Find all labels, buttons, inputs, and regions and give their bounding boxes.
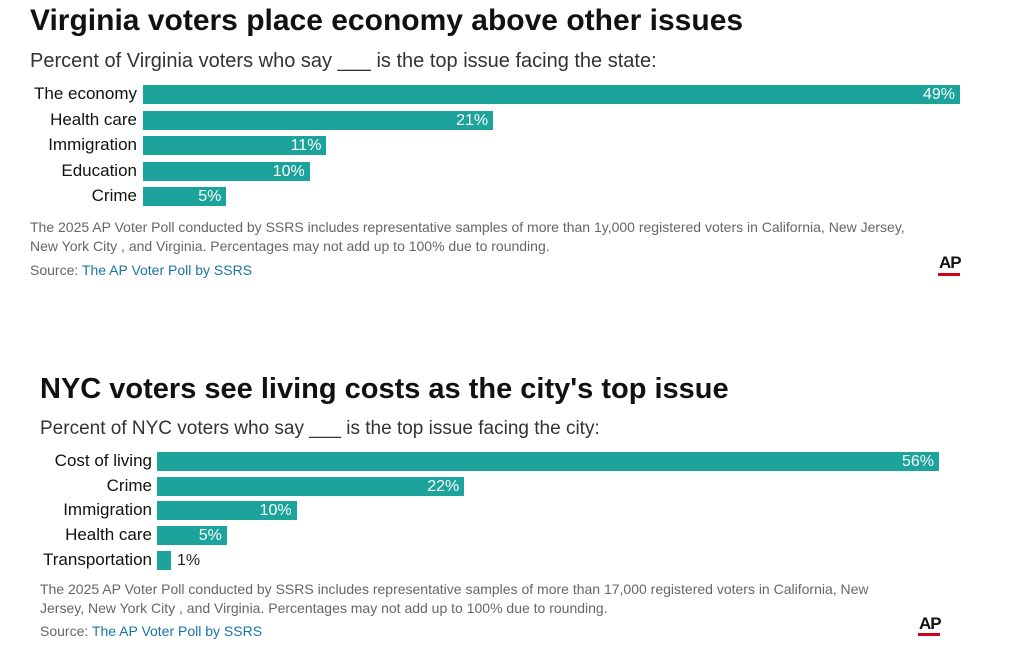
- chart-title: NYC voters see living costs as the city'…: [40, 373, 729, 405]
- value-label: 22%: [427, 477, 460, 495]
- category-label: Cost of living: [54, 451, 152, 470]
- chart-source: Source: The AP Voter Poll by SSRS: [30, 262, 252, 278]
- category-label: Education: [61, 160, 137, 180]
- source-link[interactable]: The AP Voter Poll by SSRS: [91, 623, 263, 639]
- value-label: 56%: [901, 453, 934, 470]
- source-link[interactable]: The AP Voter Poll by SSRS: [81, 262, 253, 278]
- chart-note: The 2025 AP Voter Poll conducted by SSRS…: [40, 581, 869, 616]
- bar: [157, 476, 465, 496]
- nyc-chart: NYC voters see living costs as the city'…: [0, 366, 1016, 653]
- category-label: Health care: [50, 109, 137, 129]
- value-label: 10%: [272, 162, 305, 180]
- value-label: 5%: [198, 188, 222, 205]
- bar: [143, 85, 960, 104]
- category-label: The economy: [34, 84, 137, 103]
- value-label: 10%: [259, 502, 292, 520]
- value-label: 21%: [456, 111, 489, 129]
- chart-subtitle: Percent of Virginia voters who say ___ i…: [30, 50, 657, 72]
- category-label: Immigration: [48, 135, 137, 154]
- value-label: 49%: [922, 86, 955, 103]
- bar: [143, 110, 494, 130]
- category-label: Health care: [65, 525, 152, 545]
- ap-logo-underline: [918, 633, 940, 636]
- bar: [157, 550, 171, 570]
- ap-logo: AP: [919, 614, 942, 633]
- chart-note: The 2025 AP Voter Poll conducted by SSRS…: [30, 219, 905, 254]
- bar: [143, 136, 327, 155]
- chart-title: Virginia voters place economy above othe…: [30, 4, 744, 37]
- ap-logo-underline: [938, 273, 960, 276]
- value-label: 1%: [176, 551, 201, 569]
- bar: [157, 501, 297, 521]
- source-prefix: Source:: [30, 262, 79, 278]
- ap-logo: AP: [939, 253, 962, 272]
- category-label: Crime: [91, 186, 137, 205]
- virginia-chart: Virginia voters place economy above othe…: [0, 0, 1016, 300]
- source-prefix: Source:: [40, 623, 89, 639]
- bar: [143, 161, 310, 181]
- bar: [143, 187, 227, 206]
- bar: [157, 526, 227, 546]
- value-label: 5%: [198, 527, 222, 545]
- category-label: Transportation: [43, 549, 152, 569]
- bar: [157, 452, 939, 471]
- category-label: Immigration: [63, 500, 152, 520]
- value-label: 11%: [290, 137, 322, 154]
- category-label: Crime: [106, 475, 152, 495]
- chart-subtitle: Percent of NYC voters who say ___ is the…: [40, 418, 600, 439]
- chart-source: Source: The AP Voter Poll by SSRS: [40, 623, 262, 639]
